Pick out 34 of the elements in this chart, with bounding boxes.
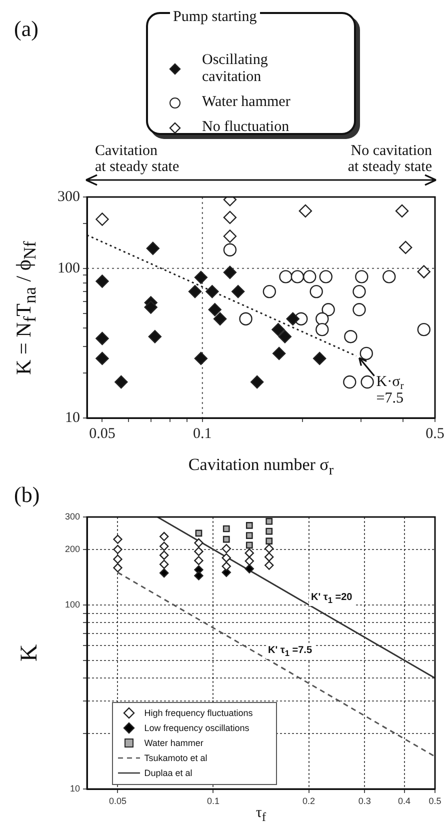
legend-title: Pump starting <box>170 9 260 25</box>
annotation: K' τ$_{1}$ =20 <box>309 592 354 606</box>
x-tick-label: 0.1 <box>193 426 212 442</box>
y-tick-label: 100 <box>64 599 80 610</box>
y-tick-label: 100 <box>58 260 80 276</box>
x-tick-label: 0.5 <box>426 426 444 442</box>
x-axis-title: τ$_{f}$ <box>256 805 266 825</box>
legend-label: Tsukamoto et al <box>144 752 208 764</box>
legend-label: No fluctuation <box>202 119 290 136</box>
x-tick-label: 0.05 <box>89 426 116 442</box>
legend-label: Oscillating cavitation <box>202 52 269 86</box>
y-tick-label: 300 <box>64 511 80 522</box>
x-tick-label: 0.1 <box>206 796 220 806</box>
legend-label: High frequency fluctuations <box>144 708 254 718</box>
x-tick-label: 0.3 <box>358 796 371 806</box>
legend-label: Low frequency oscillations <box>144 722 250 734</box>
y-tick-label: 10 <box>70 783 80 794</box>
chart-title: (b) <box>14 482 40 508</box>
y-tick-label: 10 <box>65 410 80 426</box>
legend-label: Duplaa et al <box>144 768 194 778</box>
chart-title: (a) <box>14 16 38 42</box>
y-tick-label: 200 <box>64 544 80 554</box>
x-axis-title: Cavitation number σ$_{r}$ <box>188 455 334 480</box>
x-tick-label: 0.5 <box>428 796 442 806</box>
text: No cavitation at steady state <box>348 143 432 175</box>
y-axis-title: K <box>16 644 44 662</box>
x-tick-label: 0.2 <box>302 796 316 806</box>
x-tick-label: 0.4 <box>398 796 411 806</box>
legend-label: Water hammer <box>202 94 292 111</box>
legend-label: Water hammer <box>144 738 204 748</box>
text: Cavitation at steady state <box>95 143 180 175</box>
y-tick-label: 300 <box>58 188 80 205</box>
annotation: K' τ$_{1}$ =7.5 <box>266 645 314 659</box>
x-tick-label: 0.05 <box>108 796 127 806</box>
